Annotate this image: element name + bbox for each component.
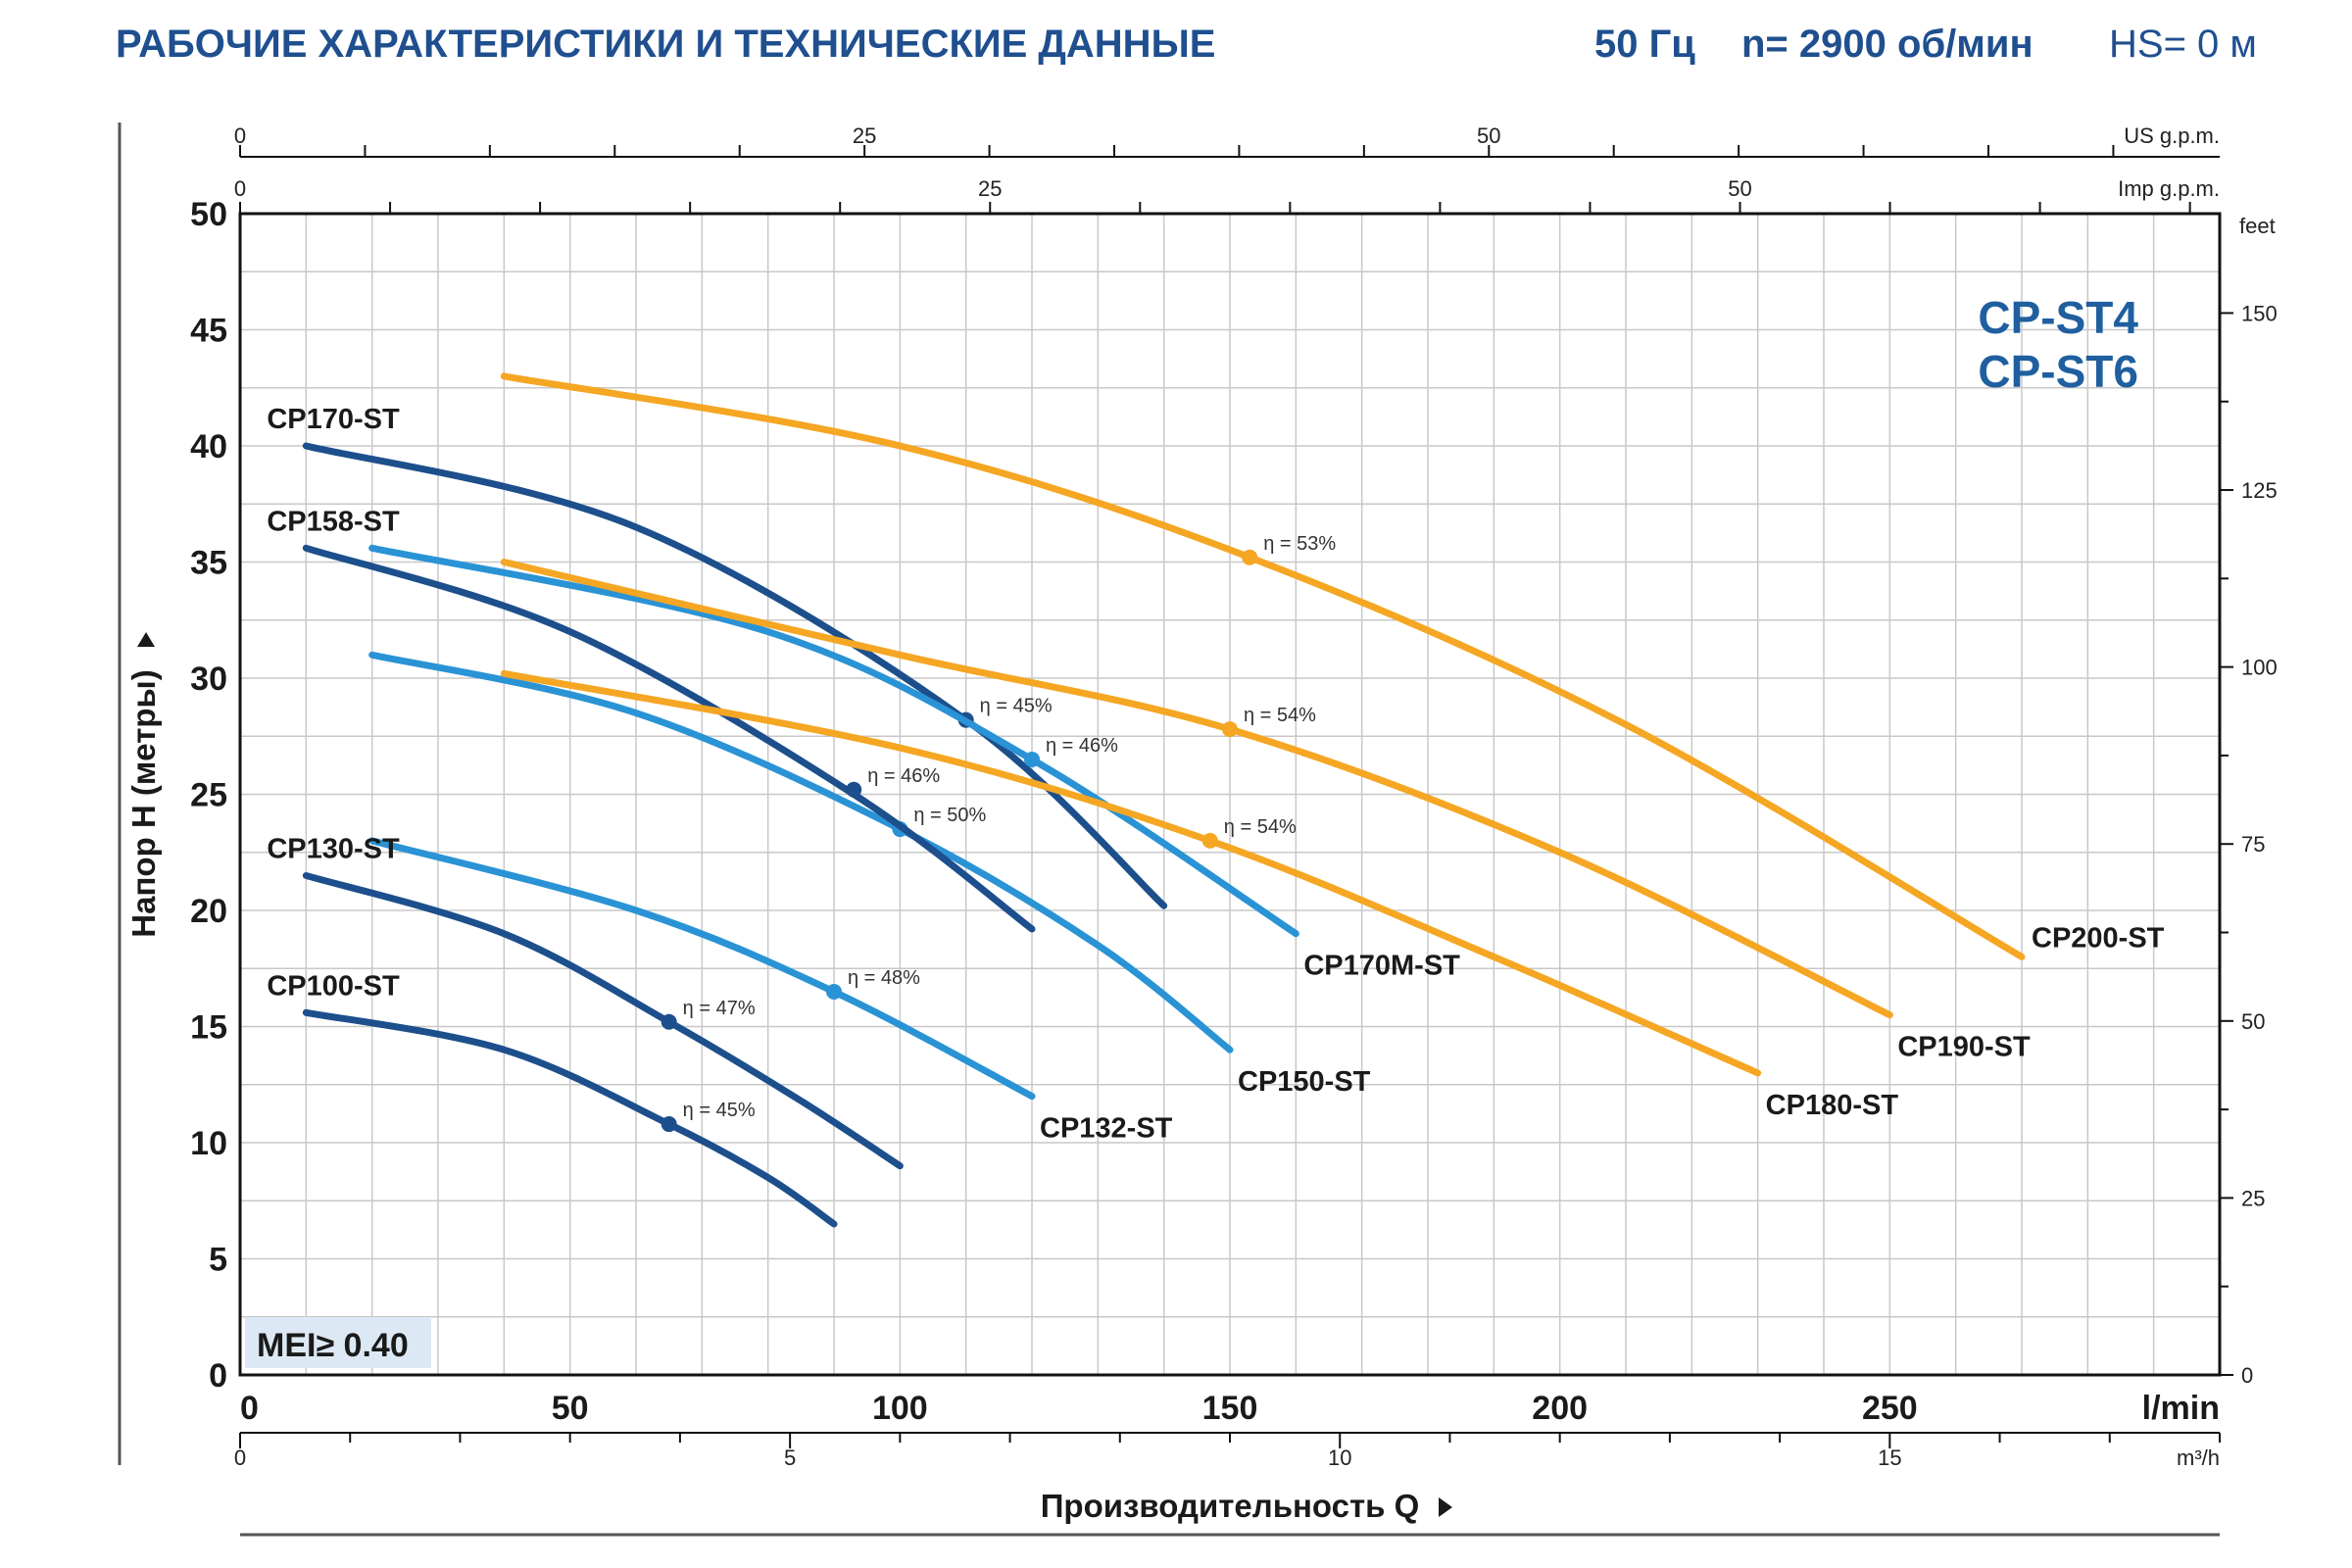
series-label-cp100-st: CP100-ST xyxy=(267,970,400,1002)
mei-box xyxy=(245,1317,431,1368)
eta-point-cp190-st xyxy=(1222,721,1238,738)
curve-cp130-st xyxy=(302,871,904,1170)
eta-label-cp200-st: η = 53% xyxy=(1263,533,1336,555)
m3h-tick-label: 0 xyxy=(234,1446,246,1470)
model-name-st4: CP-ST4 xyxy=(1978,292,2138,343)
hs-label: HS= 0 м xyxy=(2109,23,2257,66)
curve-cp170-st xyxy=(302,442,1168,909)
feet-tick-label: 125 xyxy=(2241,478,2278,503)
y-tick-label: 0 xyxy=(209,1357,227,1395)
mei-label: MEI≥ 0.40 xyxy=(257,1327,409,1364)
curve-cp100-st xyxy=(302,1008,838,1228)
frequency-label: 50 Гц xyxy=(1594,23,1695,66)
imp-gpm-tick-label: 25 xyxy=(978,176,1002,201)
eta-point-cp170m-st xyxy=(1024,751,1040,767)
series-label-cp200-st: CP200-ST xyxy=(2032,922,2165,954)
m3h-tick-label: 10 xyxy=(1328,1446,1351,1470)
eta-label-cp100-st: η = 45% xyxy=(683,1100,756,1121)
eta-label-cp170m-st: η = 46% xyxy=(1046,735,1118,757)
series-label-cp158-st: CP158-ST xyxy=(267,506,400,537)
series-label-cp150-st: CP150-ST xyxy=(1238,1066,1371,1098)
series-label-cp170m-st: CP170M-ST xyxy=(1303,951,1460,982)
imp-gpm-unit-label: Imp g.p.m. xyxy=(2118,176,2220,201)
curve-cp200-st xyxy=(500,372,2026,960)
imp-gpm-tick-label: 50 xyxy=(1728,176,1751,201)
eta-point-cp132-st xyxy=(826,983,842,1000)
page-title: РАБОЧИЕ ХАРАКТЕРИСТИКИ И ТЕХНИЧЕСКИЕ ДАН… xyxy=(116,23,1215,66)
y-tick-label: 40 xyxy=(190,428,227,466)
m3h-tick-label: 5 xyxy=(784,1446,796,1470)
feet-tick-label: 150 xyxy=(2241,301,2278,325)
feet-tick-label: 0 xyxy=(2241,1363,2253,1388)
x-tick-label: 200 xyxy=(1532,1390,1588,1427)
us-gpm-tick-label: 0 xyxy=(234,123,246,148)
y-tick-label: 20 xyxy=(190,893,227,930)
eta-label-cp132-st: η = 48% xyxy=(848,967,920,989)
grid xyxy=(239,213,2221,1376)
y-tick-label: 25 xyxy=(190,777,227,814)
eta-point-cp130-st xyxy=(661,1013,677,1030)
series-label-cp190-st: CP190-ST xyxy=(1897,1032,2031,1063)
eta-label-cp170-st: η = 45% xyxy=(980,696,1053,717)
x-axis-arrow-icon xyxy=(1439,1497,1452,1517)
y-tick-label: 45 xyxy=(190,313,227,350)
series-label-cp170-st: CP170-ST xyxy=(267,404,400,435)
y-axis-arrow-icon xyxy=(137,632,155,647)
eta-point-cp158-st xyxy=(846,781,862,798)
labels: η = 45% CP100-ST η = 47% CP130-ST η = 48% CP1… xyxy=(267,404,2164,1145)
imp-gpm-tick-label: 0 xyxy=(234,176,246,201)
eta-label-cp158-st: η = 46% xyxy=(867,765,940,787)
us-gpm-tick-label: 50 xyxy=(1477,123,1500,148)
eta-label-cp150-st: η = 50% xyxy=(913,805,986,826)
y-tick-label: 5 xyxy=(209,1242,227,1279)
x-tick-label: 50 xyxy=(552,1390,589,1427)
y-tick-label: 15 xyxy=(190,1009,227,1047)
curve-cp170m-st xyxy=(368,544,1299,938)
feet-tick-label: 50 xyxy=(2241,1009,2265,1034)
us-gpm-tick-label: 25 xyxy=(853,123,876,148)
eta-point-cp100-st xyxy=(661,1116,677,1133)
m3h-tick-label: 15 xyxy=(1878,1446,1901,1470)
curves xyxy=(302,372,2026,1228)
curve-cp190-st xyxy=(500,559,1893,1019)
curve-cp180-st xyxy=(500,669,1762,1077)
x-tick-label: 100 xyxy=(872,1390,928,1427)
model-name-st6: CP-ST6 xyxy=(1978,346,2138,397)
x-tick-label: 0 xyxy=(240,1390,259,1427)
feet-tick-label: 100 xyxy=(2241,656,2278,680)
series-label-cp132-st: CP132-ST xyxy=(1040,1113,1173,1145)
y-tick-label: 50 xyxy=(190,196,227,233)
eta-label-cp180-st: η = 54% xyxy=(1224,816,1297,838)
x-tick-label: 250 xyxy=(1862,1390,1918,1427)
y-tick-label: 35 xyxy=(190,545,227,582)
feet-tick-label: 25 xyxy=(2241,1186,2265,1210)
x-axis-title: Производительность Q xyxy=(1041,1488,1420,1524)
eta-label-cp130-st: η = 47% xyxy=(683,998,756,1019)
m3h-unit-label: m³/h xyxy=(2177,1446,2220,1470)
series-label-cp130-st: CP130-ST xyxy=(267,833,400,864)
curve-cp150-st xyxy=(368,651,1234,1054)
y-tick-label: 10 xyxy=(190,1125,227,1162)
eta-point-cp200-st xyxy=(1242,549,1258,565)
feet-tick-label: 75 xyxy=(2241,832,2265,857)
plot-frame xyxy=(238,212,2222,1377)
us-gpm-unit-label: US g.p.m. xyxy=(2124,123,2220,148)
y-tick-label: 30 xyxy=(190,661,227,698)
x-unit-label: l/min xyxy=(2142,1390,2220,1427)
series-label-cp180-st: CP180-ST xyxy=(1766,1090,1899,1121)
y-axis-title: Напор H (метры) xyxy=(125,669,162,937)
curve-cp158-st xyxy=(302,544,1036,933)
feet-unit-label: feet xyxy=(2239,214,2276,238)
x-tick-label: 150 xyxy=(1202,1390,1258,1427)
eta-label-cp190-st: η = 54% xyxy=(1244,705,1316,726)
curve-cp132-st xyxy=(368,837,1036,1101)
eta-point-cp180-st xyxy=(1201,832,1218,849)
speed-label: n= 2900 об/мин xyxy=(1741,23,2034,66)
